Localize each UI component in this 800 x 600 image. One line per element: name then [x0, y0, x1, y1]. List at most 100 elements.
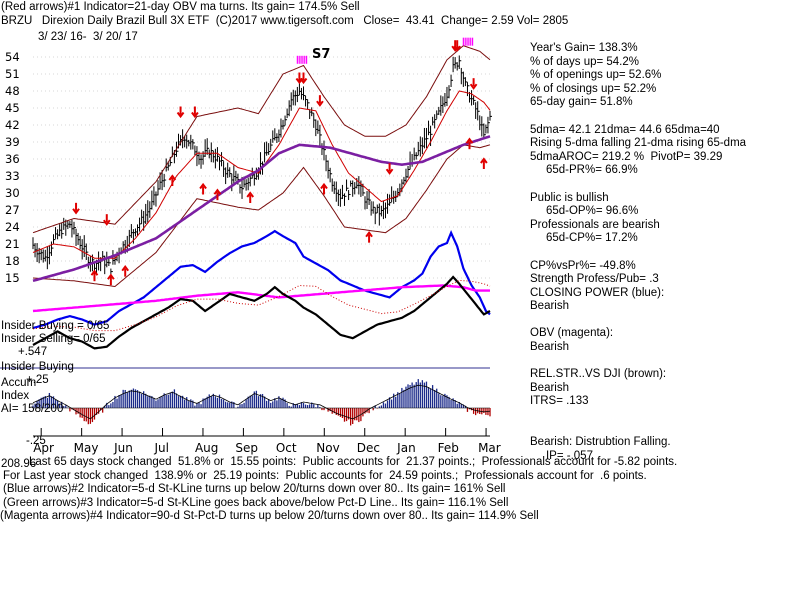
buy-arrow-icon [121, 265, 130, 277]
price-bar [464, 77, 468, 87]
stats-line: 65d-OP%= 96.6% [530, 205, 639, 218]
price-tick-label: 36 [5, 152, 20, 166]
month-label: May [74, 441, 99, 455]
month-label: Mar [478, 441, 501, 455]
buy-arrow-icon [465, 137, 474, 150]
price-tick-label: 54 [5, 50, 20, 64]
arrow-head [176, 111, 185, 119]
price-bar [477, 101, 480, 121]
zero-line-label: 208.96 [1, 458, 37, 470]
price-bar [229, 167, 232, 178]
arrow-head [191, 111, 199, 119]
stats-line: Professionals are bearish [530, 218, 660, 231]
insider-buying-label-2: Insider Buying [1, 361, 74, 373]
price-bar [430, 125, 433, 147]
insider-buying-label: Insider Buying = 0/65 [1, 320, 110, 332]
price-bar [483, 123, 486, 140]
price-bar [448, 85, 452, 99]
stats-line: 65d-CP%= 17.2% [530, 232, 638, 245]
stats-line: CLOSING POWER (blue): [530, 286, 665, 299]
price-tick-label: 42 [5, 118, 20, 132]
price-bar [108, 258, 111, 266]
month-label: Dec [357, 441, 380, 455]
price-bar [346, 179, 349, 192]
price-bar [303, 86, 306, 101]
price-bar [407, 165, 411, 178]
red-arrows-indicator-line: (Red arrows)#1 Indicator=21-day OBV ma t… [1, 1, 360, 13]
stats-line [530, 178, 798, 192]
chart-series [0, 45, 492, 426]
sell-arrow-icon [299, 72, 308, 85]
stats-panel: Year's Gain= 138.3%% of days up= 54.2%% … [530, 42, 798, 463]
price-tick-label: 27 [5, 203, 20, 217]
month-label: Nov [316, 441, 339, 455]
accum-ai-label: AI= 158/200 [1, 403, 64, 415]
arrow-head [365, 231, 373, 238]
stats-line [530, 355, 798, 369]
price-bar [282, 119, 286, 130]
accum-index-label-line1: Accum [1, 377, 37, 389]
price-bar [270, 138, 273, 151]
price-tick-label: 51 [5, 67, 20, 81]
stats-line [530, 314, 798, 328]
ma21-line [32, 90, 491, 259]
month-label: Aug [195, 441, 218, 455]
stats-line [530, 423, 798, 437]
buy-arrow-icon [480, 157, 488, 169]
price-bar [296, 86, 300, 103]
sell-arrow-icon [176, 106, 185, 119]
buy-arrow-icon [246, 191, 255, 203]
price-bar [268, 143, 271, 155]
price-axis: 54 51 48 45 42 39 36 33 30 27 24 21 18 15 [5, 50, 20, 285]
price-bar [73, 221, 76, 235]
price-bar [450, 74, 454, 88]
price-tick-label: 30 [5, 186, 20, 200]
stats-line: REL.STR..VS DJI (brown): [530, 368, 667, 381]
signal-arrows [72, 37, 488, 286]
stats-line: ITRS= .133 [530, 395, 589, 408]
stats-line: Bearish: Distrubtion Falling. [530, 436, 671, 449]
arrow-head [453, 45, 462, 52]
price-bar [389, 194, 392, 206]
buy-arrow-icon [90, 269, 99, 282]
chart-grid [33, 56, 490, 279]
price-bar [52, 234, 56, 244]
price-bar [323, 140, 327, 161]
price-tick-label: 15 [5, 271, 20, 285]
accum-minus25-label: -.25 [26, 435, 46, 447]
price-bar [85, 243, 89, 261]
stats-line: OBV (magenta): [530, 327, 614, 340]
magenta-arrows-indicator: (Magenta arrows)#4 Indicator=90-d St-Pct… [0, 510, 539, 522]
closing-power-line [32, 229, 491, 330]
accum-index-label-line2: Index [1, 390, 30, 402]
price-bar [368, 189, 372, 205]
arrow-head [469, 83, 478, 90]
stats-line: 65-day gain= 51.8% [530, 96, 633, 109]
stats-line: Strength Profess/Pub= .3 [530, 273, 659, 286]
stats-line: Rising 5-dma falling 21-dma rising 65-dm… [530, 137, 747, 150]
arrow-head [246, 191, 255, 198]
accum-plus25-label: +.25 [26, 374, 49, 386]
buy-arrow-icon [168, 174, 177, 186]
price-bar [425, 127, 429, 149]
stats-line: 65d-PR%= 66.9% [530, 164, 638, 177]
stats-line: IP= -.057 [530, 449, 593, 462]
stats-line: Bearish [530, 300, 569, 313]
date-range: 3/ 23/ 16- 3/ 20/ 17 [38, 31, 138, 43]
price-bar [311, 107, 314, 117]
price-tick-label: 33 [5, 169, 20, 183]
price-bar [216, 147, 220, 162]
arrow-head [480, 157, 488, 164]
buy-arrow-icon [107, 273, 115, 286]
stats-line: CP%vsPr%= -49.8% [530, 259, 636, 272]
last-65-days-note: Last 65 days stock changed 51.8% or 15.5… [29, 456, 678, 468]
stats-line: Bearish [530, 341, 569, 354]
obv-line [32, 284, 490, 313]
stats-line: 5dmaAROC= 219.2 % PivotP= 39.29 [530, 150, 723, 163]
arrow-head [168, 174, 177, 181]
price-bar [284, 115, 288, 126]
accum-ma-line [32, 384, 491, 420]
price-bar [319, 124, 322, 147]
price-bar [210, 142, 214, 163]
price-bar [372, 201, 376, 214]
